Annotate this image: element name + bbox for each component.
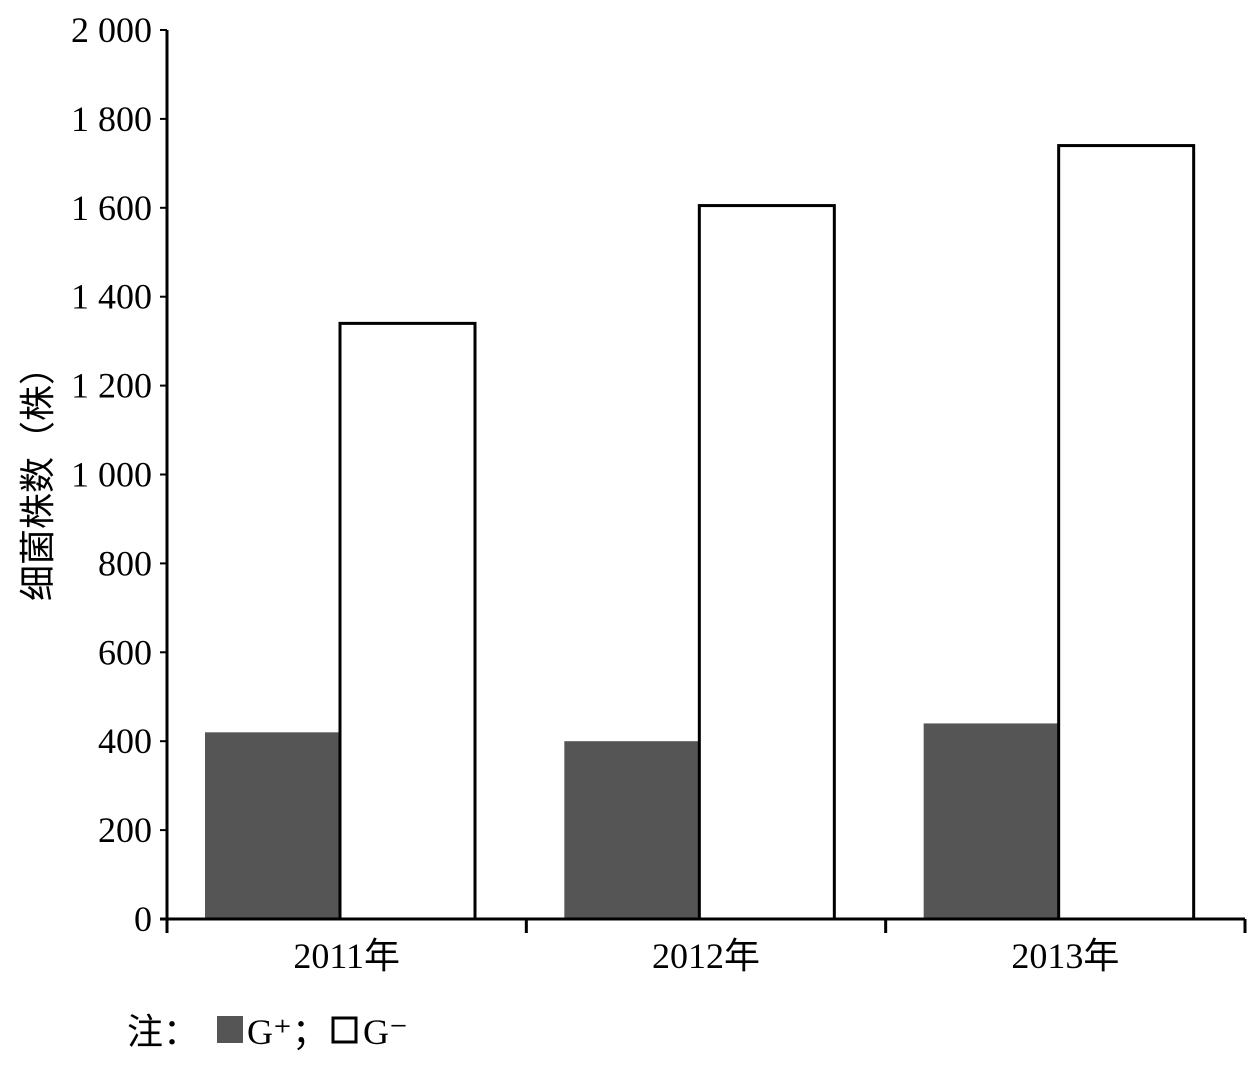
x-tick-label: 2013年	[1011, 936, 1119, 976]
bar-g-plus-0	[205, 732, 340, 919]
y-ticks-group: 0 200 400 600 800 1 000 1 200 1 400 1 600 1 800 2 …	[71, 10, 167, 939]
y-tick-label: 1 000	[71, 455, 152, 495]
legend-prefix: 注：	[127, 1012, 199, 1052]
legend-swatch-g-minus	[331, 1016, 358, 1044]
x-tick-label: 2012年	[652, 936, 760, 976]
y-tick-label: 2 000	[71, 10, 152, 50]
y-tick-label: 600	[98, 632, 152, 672]
y-tick-label: 0	[134, 899, 152, 939]
legend-separator: ；	[292, 1012, 328, 1052]
x-tick-label: 2011年	[293, 936, 400, 976]
y-tick-label: 1 600	[71, 188, 152, 228]
legend: 注： G⁺； G⁻	[127, 1012, 408, 1052]
x-ticks-group: 2011年 2012年 2013年	[165, 919, 1247, 976]
bar-g-minus-1	[697, 204, 836, 921]
bars-group	[205, 144, 1196, 921]
bar-g-plus-1	[564, 741, 700, 919]
y-tick-label: 1 800	[71, 99, 152, 139]
bar-g-minus-2	[1057, 144, 1196, 921]
bar-g-plus-2	[923, 723, 1059, 919]
axes-group	[160, 30, 1245, 933]
y-tick-label: 200	[98, 810, 152, 850]
bar-g-minus-0	[338, 321, 477, 921]
legend-swatch-g-plus	[217, 1016, 243, 1043]
legend-label-g-plus-text: G⁺	[247, 1012, 292, 1052]
y-tick-label: 400	[98, 721, 152, 761]
y-tick-label: 1 400	[71, 277, 152, 317]
y-tick-label: 1 200	[71, 366, 152, 406]
y-axis-title: 细菌株数（株）	[18, 349, 59, 601]
legend-label-g-minus: G⁻	[363, 1012, 408, 1052]
y-tick-label: 800	[98, 543, 152, 583]
legend-label-g-plus: G⁺；	[247, 1012, 328, 1052]
